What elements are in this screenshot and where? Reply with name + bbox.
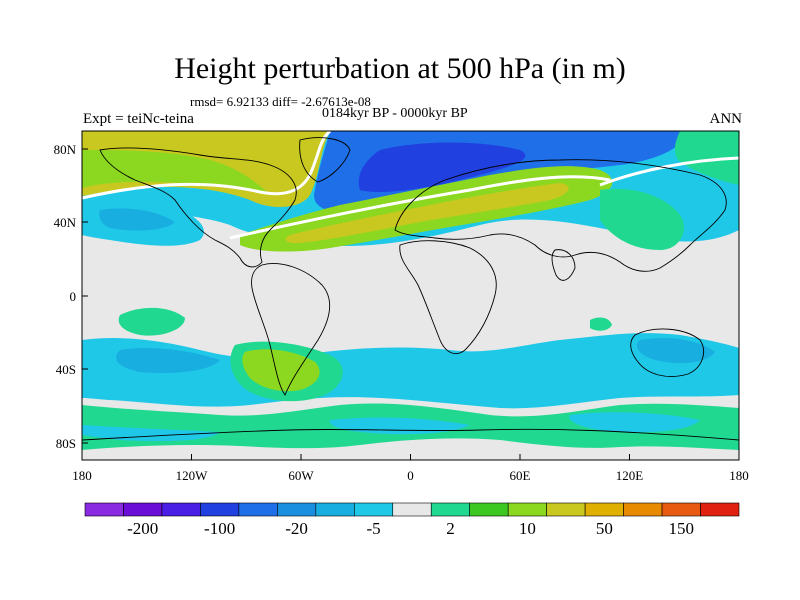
- lon-label-120w: 120W: [176, 468, 209, 483]
- lon-label-60e: 60E: [510, 468, 531, 483]
- map-title: Height perturbation at 500 hPa (in m): [174, 52, 626, 85]
- lat-ticks: 80N 40N 0 40S 80S: [54, 142, 88, 451]
- contour-field: [82, 131, 739, 460]
- lat-label-80n: 80N: [54, 142, 77, 157]
- colorbar-swatch: [507, 502, 547, 517]
- colorbar-label: 10: [519, 519, 536, 538]
- colorbar-label: 150: [669, 519, 695, 538]
- lat-label-80s: 80S: [56, 436, 76, 451]
- colorbar-swatch: [661, 502, 701, 517]
- lon-label-60w: 60W: [288, 468, 314, 483]
- colorbar-swatch: [546, 502, 586, 517]
- stats-text: rmsd= 6.92133 diff= -2.67613e-08: [190, 94, 371, 109]
- colorbar-swatch: [430, 502, 471, 517]
- lon-label-120e: 120E: [616, 468, 644, 483]
- colorbar-label: 50: [596, 519, 613, 538]
- colorbar-label: -100: [204, 519, 235, 538]
- colorbar: [84, 502, 740, 517]
- colorbar-swatch: [469, 502, 509, 517]
- lat-label-40s: 40S: [56, 362, 76, 377]
- colorbar-swatch: [584, 502, 624, 517]
- season-label: ANN: [709, 111, 743, 127]
- colorbar-swatch: [700, 502, 740, 517]
- lat-label-0: 0: [70, 289, 77, 304]
- colorbar-swatch: [315, 502, 355, 517]
- colorbar-swatch: [123, 502, 163, 517]
- lon-label-180e: 180: [729, 468, 749, 483]
- colorbar-label: 2: [446, 519, 455, 538]
- colorbar-swatch: [84, 502, 124, 517]
- colorbar-label: -5: [366, 519, 380, 538]
- colorbar-label: -20: [285, 519, 308, 538]
- colorbar-swatch: [623, 502, 663, 517]
- lon-ticks: 180 120W 60W 0 60E 120E 180: [72, 454, 749, 483]
- colorbar-swatch: [200, 502, 240, 517]
- colorbar-swatch: [353, 502, 394, 517]
- colorbar-swatch: [238, 502, 278, 517]
- coastlines: [82, 137, 739, 441]
- experiment-label: Expt = teiNc-teina: [83, 111, 194, 127]
- colorbar-swatch: [161, 502, 201, 517]
- colorbar-label: -200: [127, 519, 158, 538]
- lon-label-180w: 180: [72, 468, 92, 483]
- lon-label-0: 0: [407, 468, 414, 483]
- colorbar-swatch: [392, 502, 432, 517]
- period-text: 0184kyr BP - 0000kyr BP: [322, 106, 468, 121]
- colorbar-swatch: [277, 502, 317, 517]
- colorbar-labels: -200 -100 -20 -5 2 10 50 150: [127, 519, 694, 538]
- lat-label-40n: 40N: [54, 215, 77, 230]
